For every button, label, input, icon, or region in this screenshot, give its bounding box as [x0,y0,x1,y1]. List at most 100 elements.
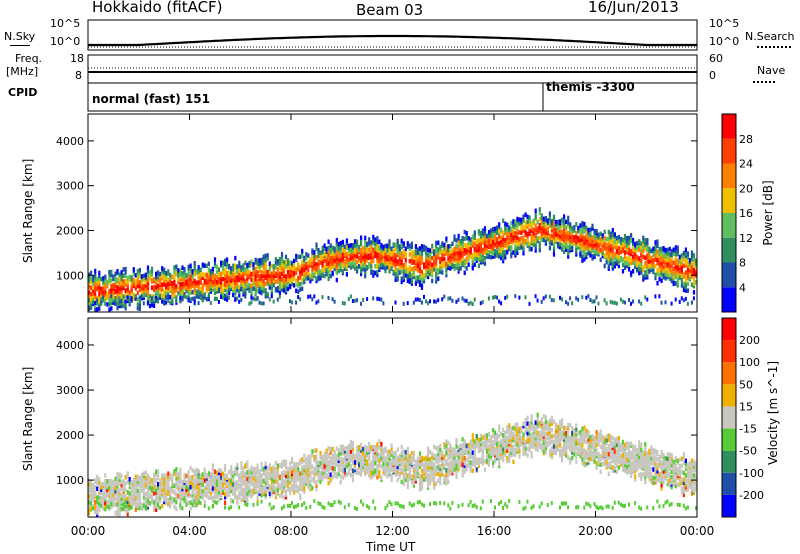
power-cell [297,280,300,286]
power-cell [410,272,413,278]
power-cell [449,296,452,301]
power-cell [414,297,417,302]
velocity-cell [215,474,219,479]
power-cell [376,236,379,241]
power-cell [106,295,109,301]
power-cell [664,247,667,253]
power-cell [201,289,204,294]
velocity-cell [94,485,97,490]
velocity-cell [337,458,340,463]
power-cell [236,281,239,286]
power-cell [514,294,517,299]
power-cell [165,300,168,305]
velocity-cell [362,446,365,452]
power-cell [181,281,184,287]
power-cell [396,277,399,282]
power-cell [134,279,137,284]
power-cell [571,234,574,239]
power-cell [644,242,647,248]
power-cell [319,269,322,274]
power-cell [416,278,420,284]
velocity-cell [126,511,129,517]
velocity-cell [360,442,363,448]
power-cell [530,234,533,239]
velocity-cell [100,485,103,490]
velocity-cell [116,490,119,496]
velocity-cell [268,487,271,492]
velocity-cell [175,475,178,481]
power-cell [402,301,405,306]
velocity-cell [327,470,330,475]
power-cell [477,231,480,236]
power-cell [325,261,328,267]
power-cell [335,262,338,268]
velocity-cell [372,458,375,464]
velocity-cell [161,481,164,486]
power-cell [571,226,574,231]
power-cell [418,268,422,274]
power-cell [341,239,344,245]
power-cell [534,248,537,253]
power-cell [207,277,210,282]
power-cell [621,237,625,243]
power-cell [374,264,377,269]
velocity-cell [150,498,154,503]
power-cell [347,260,350,266]
velocity-cell [327,452,330,458]
power-cell [161,276,164,281]
power-cell [315,262,318,267]
power-cell [418,265,422,271]
power-cell [591,223,594,229]
velocity-cell [100,503,103,508]
power-cell [548,245,551,251]
power-cell [628,235,631,241]
power-cell [607,236,610,241]
power-cell [169,300,172,305]
velocity-cell [299,471,302,476]
power-cell [286,264,290,270]
velocity-cell [246,487,249,493]
power-cell [179,286,182,291]
power-cell [92,284,95,289]
velocity-cell [104,482,107,487]
power-cell [167,296,170,301]
power-cell [435,257,438,262]
velocity-cell [280,473,284,479]
velocity-cell [278,474,281,480]
power-cell [307,271,310,276]
power-cell [595,244,598,249]
power-cell [118,294,121,299]
power-cell [380,254,383,259]
velocity-cell [301,487,304,492]
velocity-cell [230,481,233,486]
power-cell [672,271,675,277]
power-cell [402,265,405,270]
power-cell [623,300,626,305]
velocity-cell [88,486,91,492]
power-cell [295,257,298,263]
power-cell [552,227,556,232]
power-cell [167,285,170,291]
power-cell [473,230,476,235]
power-cell [390,266,393,271]
power-cell [465,250,468,256]
velocity-cell [358,462,361,467]
power-cell [169,275,172,280]
power-cell [542,225,545,231]
velocity-cell [319,450,322,456]
power-cell [400,242,403,247]
power-cell [534,227,537,233]
velocity-cell [347,462,350,467]
power-cell [270,289,273,295]
power-cell [628,248,631,254]
velocity-cell [284,473,288,479]
velocity-cell [376,474,379,480]
velocity-cell [175,492,178,497]
power-cell [654,249,657,254]
power-cell [461,242,464,248]
power-cell [654,264,657,269]
velocity-cell [254,474,257,479]
power-cell [453,266,456,272]
power-cell [262,264,265,269]
power-cell [402,241,405,246]
